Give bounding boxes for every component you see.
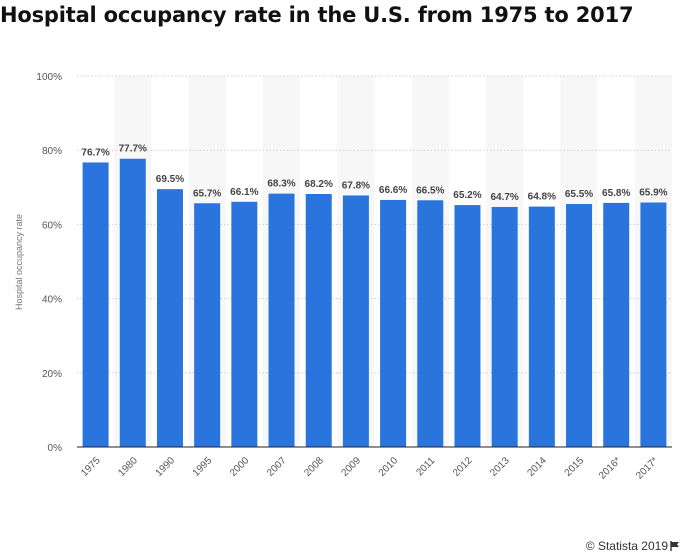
x-tick-label: 2015 bbox=[563, 455, 587, 479]
y-tick-label: 60% bbox=[42, 220, 62, 231]
bar-2017*[interactable] bbox=[640, 202, 667, 447]
x-tick-label: 1975 bbox=[79, 455, 103, 479]
statista-credit[interactable]: © Statista 2019 bbox=[586, 539, 680, 553]
bar-2015[interactable] bbox=[566, 203, 593, 447]
value-label: 77.7% bbox=[119, 144, 147, 155]
x-tick-label: 2008 bbox=[302, 455, 326, 479]
bar-2007[interactable] bbox=[268, 193, 295, 447]
bar-1980[interactable] bbox=[119, 158, 146, 447]
x-tick-label: 2007 bbox=[265, 455, 289, 479]
value-label: 66.6% bbox=[379, 185, 407, 196]
bar-1975[interactable] bbox=[82, 162, 109, 447]
bar-2012[interactable] bbox=[454, 205, 481, 447]
x-tick-label: 2009 bbox=[340, 455, 364, 479]
x-tick-label: 1990 bbox=[154, 455, 178, 479]
y-axis-ticks: 0% 20% 40% 60% 80% 100% bbox=[36, 72, 62, 454]
x-tick-label: 2000 bbox=[228, 455, 252, 479]
x-tick-label: 2014 bbox=[525, 455, 549, 479]
value-label: 68.2% bbox=[305, 179, 333, 190]
bar-2010[interactable] bbox=[380, 199, 407, 447]
x-tick-label: 2013 bbox=[488, 455, 512, 479]
bar-2014[interactable] bbox=[528, 206, 555, 447]
x-tick-label: 2012 bbox=[451, 455, 475, 479]
bar-2008[interactable] bbox=[305, 193, 332, 447]
y-tick-label: 0% bbox=[48, 443, 63, 454]
chart-title: Hospital occupancy rate in the U.S. from… bbox=[0, 3, 634, 27]
bar-2000[interactable] bbox=[231, 201, 258, 447]
value-label: 64.7% bbox=[490, 192, 518, 203]
y-tick-label: 20% bbox=[42, 369, 62, 380]
x-tick-label: 2016* bbox=[597, 455, 623, 481]
value-label: 67.8% bbox=[342, 180, 370, 191]
x-tick-label: 1995 bbox=[191, 455, 215, 479]
value-label: 66.1% bbox=[230, 187, 258, 198]
x-tick-label: 1980 bbox=[116, 455, 140, 479]
value-label: 65.5% bbox=[565, 189, 593, 200]
bar-2011[interactable] bbox=[417, 200, 444, 447]
credit-text: © Statista 2019 bbox=[585, 539, 668, 553]
bar-2013[interactable] bbox=[491, 206, 518, 447]
value-label: 76.7% bbox=[81, 147, 109, 158]
value-labels: 76.7% 77.7% 69.5% 65.7% 66.1% 68.3% 68.2% 67.8%… bbox=[81, 144, 667, 203]
y-tick-label: 80% bbox=[42, 146, 62, 157]
x-tick-label: 2017* bbox=[634, 455, 660, 481]
x-tick-label: 2010 bbox=[377, 455, 401, 479]
bar-1990[interactable] bbox=[156, 189, 183, 447]
bar-2016*[interactable] bbox=[603, 202, 630, 447]
value-label: 68.3% bbox=[267, 179, 295, 190]
bar-chart: 0% 20% 40% 60% 80% 100% Hospital occupancy ra… bbox=[14, 72, 672, 482]
x-axis-ticks: 1975 1980 1990 1995 2000 2007 2008 2009 2010 2011… bbox=[79, 455, 660, 482]
y-tick-label: 40% bbox=[42, 295, 62, 306]
value-label: 65.8% bbox=[602, 188, 630, 199]
value-label: 65.7% bbox=[193, 188, 221, 199]
y-tick-label: 100% bbox=[36, 72, 62, 83]
bars bbox=[82, 158, 667, 447]
bar-2009[interactable] bbox=[342, 195, 369, 447]
x-tick-label: 2011 bbox=[414, 455, 437, 478]
value-label: 65.2% bbox=[453, 190, 481, 201]
y-axis-label: Hospital occupancy rate bbox=[14, 214, 24, 310]
value-label: 66.5% bbox=[416, 185, 444, 196]
value-label: 69.5% bbox=[156, 174, 184, 185]
value-label: 65.9% bbox=[639, 188, 667, 199]
flag-icon bbox=[670, 541, 679, 551]
value-label: 64.8% bbox=[528, 192, 556, 203]
bar-1995[interactable] bbox=[194, 203, 221, 447]
